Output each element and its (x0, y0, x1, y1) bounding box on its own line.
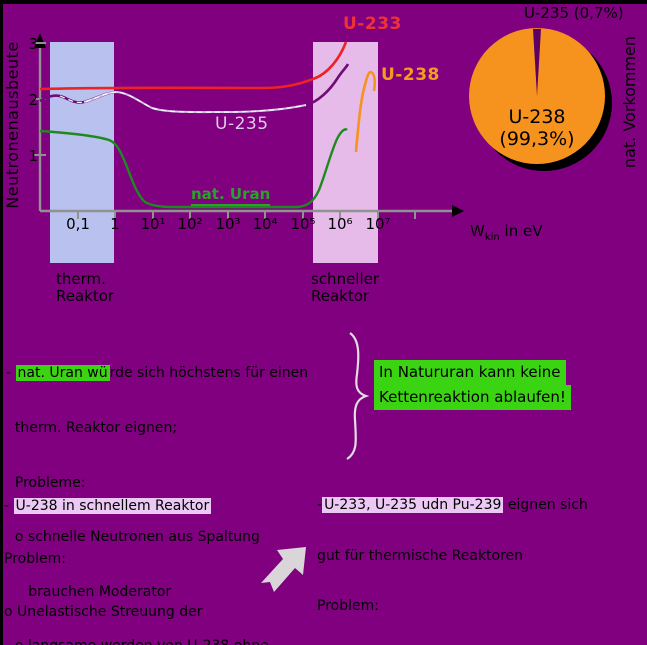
green-conclusion-note: In Natururan kann keine Kettenreaktion a… (374, 360, 571, 410)
note-line: o schnelle Neutronen aus Spaltung (6, 529, 260, 546)
u233-curve-label: U-233 (343, 14, 402, 34)
lavender-highlighted-text: U-233, U-235 udn Pu-239 (322, 496, 504, 513)
note-line: - U-238 in schnellem Reaktor (4, 498, 233, 516)
x-tick-1e2: 10² (177, 215, 203, 233)
thermal-reactor-band (50, 42, 114, 263)
green-note-line-1: In Natururan kann keine (374, 360, 566, 385)
y-tick-2: 2 (28, 91, 38, 109)
u235-curve-label: U-235 (215, 114, 269, 134)
x-tick-1e5: 10⁵ (290, 215, 316, 233)
green-highlighted-text: nat. Uran wü (15, 365, 110, 382)
x-axis-label: Wkin in eV (470, 222, 542, 243)
nat-uran-curve (39, 128, 348, 209)
x-tick-1: 1 (110, 215, 120, 233)
green-note-line-2: Kettenreaktion ablaufen! (374, 385, 571, 410)
note-line: brauchen Moderator (6, 583, 172, 600)
x-tick-1e7: 10⁷ (365, 215, 391, 233)
note-line: therm. Reaktor eignen; (6, 420, 178, 437)
left-border (0, 0, 3, 645)
note-line-prefix: - (4, 498, 14, 515)
fast-reactor-label: schneller Reaktor (311, 270, 380, 305)
lavender-highlighted-text: U-238 in schnellem Reaktor (13, 498, 212, 515)
x-tick-1e3: 10³ (215, 215, 241, 233)
pie-u235-label: U-235 (0,7%) (524, 4, 624, 22)
y-tick-1: 1 (28, 147, 38, 165)
x-axis-ticks (77, 211, 416, 219)
x-tick-0-1: 0,1 (66, 215, 90, 233)
note-line: - nat. Uran wü rde sich höchstens für ein… (6, 364, 310, 382)
x-axis-arrowhead-icon (452, 205, 464, 217)
nat-uran-curve-label: nat. Uran (191, 185, 271, 206)
u238-curve-label: U-238 (381, 65, 440, 85)
x-axis-label-symbol: W (470, 222, 485, 240)
pie-title-vertical: nat. Vorkommen (620, 35, 639, 169)
note-line: Problem: (4, 550, 66, 567)
pie-u235-slice (533, 28, 541, 97)
u235-curve-dash-overlay (59, 91, 307, 113)
x-tick-1e6: 10⁶ (327, 215, 353, 233)
note-line-prefix: - (317, 496, 323, 513)
note-line: o langsame werden von U-238 ohne (6, 637, 310, 645)
note-line: gut für thermische Reaktoren (317, 547, 524, 564)
note-block-nat-uran: - nat. Uran wü rde sich höchstens für ein… (6, 328, 310, 645)
y-axis-arrowhead-icon (34, 33, 46, 48)
northeast-block-arrow-icon (261, 547, 306, 592)
note-line: Probleme: (6, 474, 86, 491)
top-border (0, 0, 647, 4)
curly-brace-icon (346, 332, 370, 460)
note-line: o Unelastische Streuung der (4, 603, 203, 620)
note-line-prefix: - (6, 365, 16, 382)
note-line: - U-233, U-235 udn Pu-239 eignen sich (317, 496, 608, 514)
note-block-u238-fast-reactor: - U-238 in schnellem Reaktor Problem: o … (4, 463, 233, 645)
pie-u238-label: U-238 (99,3%) (499, 106, 575, 150)
x-axis-label-unit: in eV (499, 222, 543, 240)
u235-curve-light-overlay (83, 90, 307, 114)
x-tick-1e1: 10¹ (140, 215, 166, 233)
u238-curve (354, 70, 377, 153)
u233-curve (39, 41, 348, 91)
note-line: Problem: (317, 598, 379, 615)
x-tick-1e4: 10⁴ (252, 215, 278, 233)
y-tick-3: 3 (28, 35, 38, 53)
x-axis-label-subscript: kin (484, 232, 500, 243)
y-axis-label: Neutronenausbeute (3, 41, 22, 209)
note-block-thermal-fissile: - U-233, U-235 udn Pu-239 eignen sich gut… (317, 463, 608, 645)
thermal-reactor-label: therm. Reaktor (56, 270, 115, 305)
note-line-suffix: eignen sich (503, 496, 588, 513)
note-line-suffix: rde sich höchstens für einen (109, 365, 309, 382)
